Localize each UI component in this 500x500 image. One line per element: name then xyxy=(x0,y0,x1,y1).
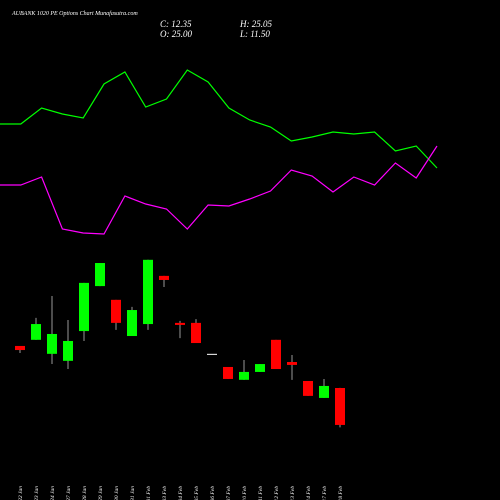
candle-body xyxy=(175,322,185,325)
candle-body xyxy=(191,322,201,344)
x-tick-label: 10 Feb xyxy=(242,486,248,500)
x-tick-label: 11 Feb xyxy=(258,486,264,500)
candle-body xyxy=(335,388,345,425)
x-tick-label: 27 Jan xyxy=(66,486,72,500)
x-tick-label: 28 Jan xyxy=(82,486,88,500)
x-tick-label: 22 Jan xyxy=(18,486,24,500)
candle-body xyxy=(319,385,329,398)
indicator-line xyxy=(0,69,438,169)
candle-body xyxy=(63,340,73,361)
candle-body xyxy=(95,263,105,287)
high-label: H: 25.05 xyxy=(239,19,272,29)
x-tick-label: 12 Feb xyxy=(274,486,280,500)
candle-body xyxy=(303,380,313,396)
candle-body xyxy=(271,339,281,370)
x-tick-label: 29 Jan xyxy=(98,486,104,500)
candle-body xyxy=(31,324,41,340)
x-tick-label: 06 Feb xyxy=(210,486,216,500)
candle-body xyxy=(15,345,25,351)
low-label: L: 11.50 xyxy=(239,29,270,39)
x-tick-label: 17 Feb xyxy=(322,486,328,500)
x-tick-label: 31 Jan xyxy=(130,486,136,500)
candle-body xyxy=(143,259,153,325)
candle-body xyxy=(255,364,265,372)
candle-body xyxy=(239,371,249,380)
x-tick-label: 24 Jan xyxy=(49,486,56,500)
candle-body xyxy=(79,282,89,332)
x-tick-label: 05 Feb xyxy=(194,486,200,500)
candle-body xyxy=(159,275,169,280)
x-tick-label: 04 Feb xyxy=(177,486,184,500)
x-tick-label: 01 Feb xyxy=(146,486,152,500)
candle-body xyxy=(127,310,137,337)
candle-body xyxy=(207,353,217,355)
x-tick-label: 23 Jan xyxy=(34,486,40,500)
candle-body xyxy=(287,362,297,365)
candle-body xyxy=(223,366,233,379)
x-tick-label: 03 Feb xyxy=(162,486,168,500)
x-tick-label: 13 Feb xyxy=(290,486,296,500)
chart-title: AUBANK 1020 PE Options Chart Munafasutra… xyxy=(11,10,138,17)
x-tick-label: 30 Jan xyxy=(114,486,120,500)
close-label: C: 12.35 xyxy=(160,19,192,29)
candle-body xyxy=(47,333,57,354)
candle-body xyxy=(111,299,121,323)
x-tick-label: 14 Feb xyxy=(305,486,312,500)
open-label: O: 25.00 xyxy=(160,29,192,39)
indicator-line xyxy=(0,145,438,235)
x-tick-label: 18 Feb xyxy=(338,486,344,500)
x-tick-label: 07 Feb xyxy=(226,486,232,500)
